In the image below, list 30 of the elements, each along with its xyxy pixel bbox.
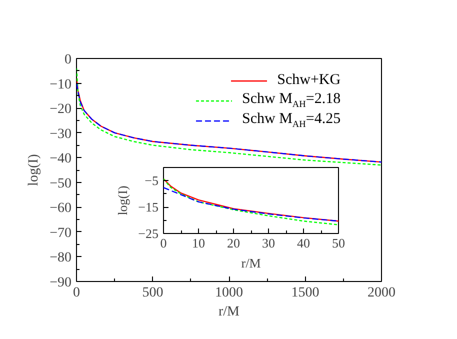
- x-axis-title: r/M: [218, 304, 240, 320]
- line-series: [164, 186, 338, 222]
- x-tick-label: 500: [142, 286, 164, 300]
- x-tick-label: 50: [332, 236, 345, 250]
- y-axis-title: log(I): [115, 186, 130, 216]
- y-tick-label: −40: [50, 152, 72, 167]
- x-tick-label: 10: [192, 236, 205, 250]
- y-tick-label: −10: [50, 77, 72, 92]
- x-tick-label: 40: [297, 236, 310, 250]
- y-tick-label: −70: [50, 226, 72, 241]
- y-tick-label: −25: [138, 226, 159, 241]
- y-tick-label: −90: [50, 276, 72, 290]
- x-tick-label: 2000: [368, 286, 396, 300]
- y-tick-label: −20: [50, 102, 72, 118]
- y-tick-label: −5: [144, 173, 159, 188]
- legend-label: Schw M$_{AH}$=4.25: [242, 110, 341, 132]
- x-axis-title: r/M: [241, 256, 262, 270]
- y-tick-label: −15: [138, 200, 159, 215]
- x-tick-label: 30: [262, 236, 275, 250]
- y-tick-label: −30: [50, 126, 72, 142]
- legend-label: Schw+KG: [277, 71, 341, 90]
- x-tick-label: 1500: [291, 286, 320, 300]
- y-tick-label: −60: [50, 201, 72, 216]
- y-tick-label: −80: [50, 250, 72, 266]
- x-tick-label: 1000: [215, 286, 243, 300]
- y-tick-label: 0: [64, 52, 72, 68]
- y-axis-title: log(I): [26, 154, 42, 186]
- legend-label: Schw M$_{AH}$=2.18: [242, 90, 341, 112]
- x-tick-label: 20: [227, 236, 240, 250]
- y-tick-label: −50: [50, 176, 72, 192]
